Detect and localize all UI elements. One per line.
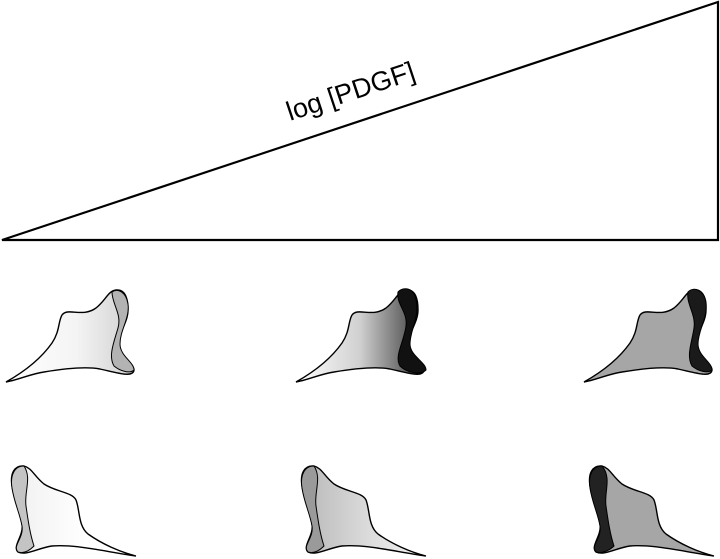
bottom-cell-low-pdgf	[10, 465, 137, 557]
top-cell-low-pdgf	[5, 289, 135, 383]
bottom-cell-mid-rear-edge	[301, 465, 325, 553]
top-cell-mid-pdgf	[295, 288, 427, 383]
bottom-cell-mid-pdgf	[300, 465, 427, 557]
bottom-cell-low-rear-edge	[11, 465, 35, 553]
pdgf-ramp-triangle	[1, 0, 720, 242]
bottom-cell-high-pdgf	[588, 465, 715, 557]
top-cell-high-pdgf	[583, 288, 713, 383]
pdgf-ramp: log [PDGF]	[1, 0, 720, 242]
top-cell-low-leading-edge	[111, 290, 135, 373]
top-cell-high-leading-edge	[687, 288, 713, 373]
top-cell-mid-leading-edge	[397, 288, 427, 374]
bottom-cell-high-rear-edge	[589, 465, 615, 553]
